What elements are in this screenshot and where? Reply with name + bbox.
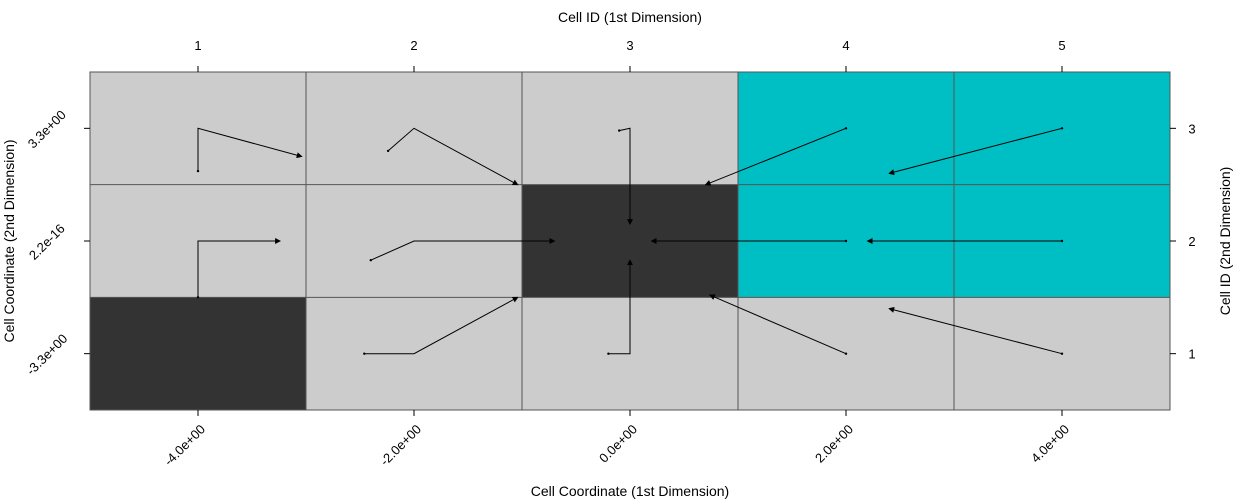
path-c4r3 <box>704 127 848 186</box>
bottom-tick-label: 0.0e+00 <box>596 422 640 466</box>
path-c1r3 <box>196 127 303 173</box>
path-c5r3 <box>888 127 1064 176</box>
right-tick-label: 2 <box>1188 234 1195 249</box>
right-tick-label: 3 <box>1188 121 1195 136</box>
bottom-tick-label: 2.0e+00 <box>812 422 856 466</box>
left-tick-label: 3.3e+00 <box>25 107 69 151</box>
path-c3r3 <box>618 127 633 226</box>
top-tick-label: 2 <box>410 38 417 53</box>
top-axis-title: Cell ID (1st Dimension) <box>558 9 702 25</box>
bottom-axis-title: Cell Coordinate (1st Dimension) <box>531 483 729 499</box>
bottom-tick-label: 4.0e+00 <box>1028 422 1072 466</box>
right-tick-label: 1 <box>1188 347 1195 362</box>
path-c2r3 <box>386 127 519 186</box>
top-tick-label: 3 <box>626 38 633 53</box>
top-tick-label: 1 <box>194 38 201 53</box>
cell-c1-r1 <box>90 297 306 410</box>
paths-layer <box>196 127 1064 355</box>
right-axis-title: Cell ID (2nd Dimension) <box>1217 167 1233 316</box>
path-c4r1 <box>708 294 848 355</box>
path-c3r1 <box>607 259 633 355</box>
path-c1r2 <box>196 238 282 299</box>
left-tick-label: -3.3e+00 <box>23 331 70 378</box>
bottom-tick-label: -4.0e+00 <box>161 422 208 469</box>
top-tick-label: 4 <box>842 38 849 53</box>
path-c2r2 <box>369 238 556 262</box>
top-tick-label: 5 <box>1058 38 1065 53</box>
left-tick-label: 2.2e-16 <box>26 221 68 263</box>
bottom-tick-label: -2.0e+00 <box>377 422 424 469</box>
path-c5r1 <box>888 306 1064 355</box>
path-c2r1 <box>363 296 519 355</box>
left-axis-title: Cell Coordinate (2nd Dimension) <box>1 139 17 342</box>
